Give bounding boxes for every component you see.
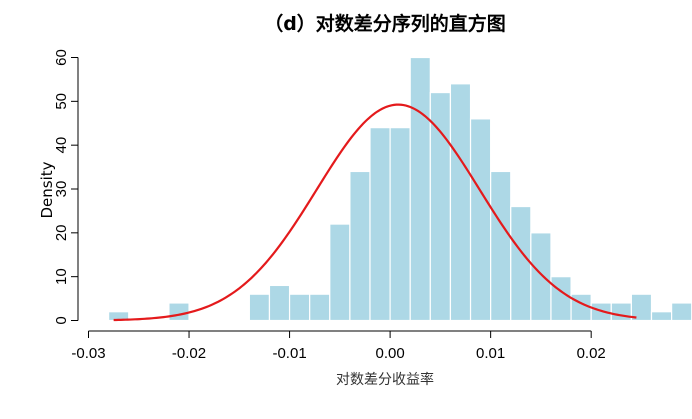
histogram-bar [168,302,190,322]
y-axis-label: Density [38,161,56,218]
histogram-bar [650,311,673,322]
histogram-bar [469,118,492,322]
chart-title: （d）对数差分序列的直方图 [264,12,506,35]
y-tick-label: 0 [53,316,70,324]
y-tick-label: 50 [53,93,70,110]
histogram-bar [329,223,351,322]
histogram-bar [610,302,632,322]
histogram-bar [550,276,572,322]
histogram-bar [510,205,532,322]
histogram-bar [490,170,512,322]
histogram-bar [369,127,391,322]
x-axis: -0.03 -0.02 -0.01 0.00 0.01 0.02 [71,330,606,362]
y-tick-label: 10 [53,268,70,285]
histogram-bar [288,293,311,322]
histogram-bar [429,91,452,322]
y-tick-label: 60 [53,49,70,66]
x-tick-label: -0.03 [71,345,105,362]
histogram-bar [349,170,371,322]
histogram-bar [389,127,411,322]
histogram-bar [530,232,552,322]
x-tick-label: -0.01 [272,345,306,362]
histogram-bar [630,293,653,322]
y-tick-label: 40 [53,137,70,154]
histogram-bar [449,83,472,322]
normal-density-curve [113,103,637,322]
y-tick-label: 20 [53,224,70,241]
x-tick-label: -0.02 [172,345,206,362]
histogram-bar [248,293,271,322]
bars-group [108,56,692,322]
histogram-bar [309,293,331,322]
histogram-bar [671,302,692,322]
x-tick-label: 0.01 [476,345,505,362]
histogram-bar [268,284,291,322]
histogram-bar [409,56,431,322]
x-tick-label: 0.00 [376,345,405,362]
x-axis-label: 对数差分收益率 [336,371,434,388]
x-tick-label: 0.02 [577,345,606,362]
y-axis: 0 10 20 30 40 50 60 [53,49,79,325]
y-tick-label: 30 [53,181,70,198]
